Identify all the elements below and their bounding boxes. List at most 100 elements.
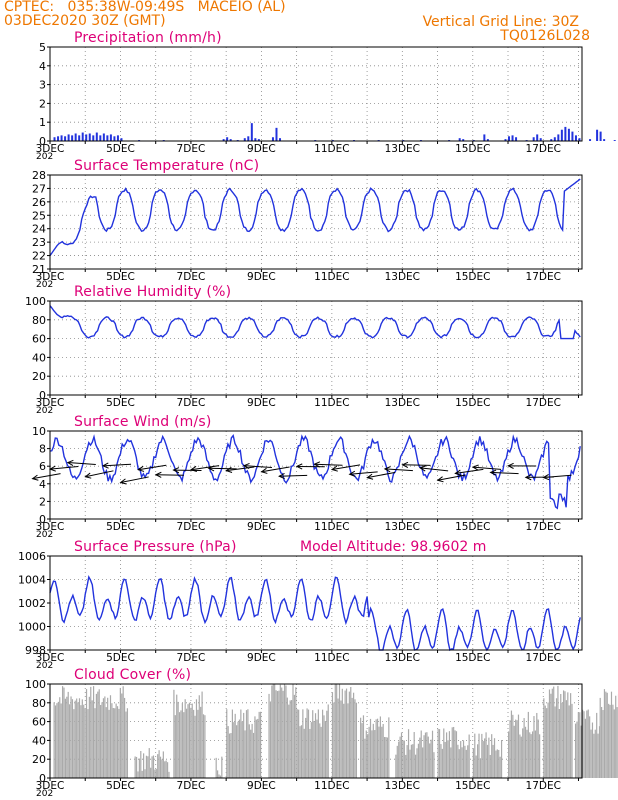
cloud-bar [594, 729, 596, 778]
precip-bar [226, 137, 229, 141]
x-tick-label: 5DEC [106, 652, 135, 664]
cloud-bar [312, 710, 314, 778]
wind-vector-head [542, 474, 550, 481]
x-tick-label: 3DEC [36, 271, 65, 283]
cloud-bar [441, 748, 443, 778]
cloud-bar [98, 689, 100, 778]
cloud-bar [399, 736, 401, 778]
cloud-bar [568, 705, 570, 778]
y-tick-label: 1002 [18, 597, 46, 610]
precip-bar [567, 128, 570, 141]
wind-vector-head [172, 467, 180, 474]
cloud-bar [285, 685, 287, 778]
cloud-bar [134, 756, 136, 778]
header-location: CPTEC: 035:38W-09:49S MACEIO (AL) [4, 0, 286, 15]
wind-vector [367, 471, 396, 479]
cloud-bar [60, 703, 62, 778]
cloud-bar [386, 737, 389, 778]
cloud-bar [314, 713, 317, 778]
cloud-bar [159, 756, 162, 778]
x-tick-label: 13DEC [385, 397, 420, 409]
cloud-bar [251, 723, 253, 778]
precip-bar [553, 137, 556, 141]
wind-vector [402, 464, 431, 466]
precip-bar [462, 139, 465, 141]
cloud-bar [74, 700, 76, 778]
cloud-bar [56, 703, 58, 778]
cloud-bar [424, 732, 427, 778]
cloud-bar [107, 697, 109, 778]
x-tick-label: 15DEC [455, 652, 490, 664]
panel-4 [31, 430, 583, 522]
cloud-bar [388, 717, 390, 778]
cloud-bar [187, 704, 189, 778]
y-tick-label: 80 [32, 314, 46, 327]
cloud-bar [591, 722, 594, 778]
cloud-bar [227, 726, 229, 778]
cloud-bar [447, 740, 449, 778]
cloud-bar [599, 697, 601, 778]
cloud-bar [305, 717, 307, 778]
wind-vector [490, 471, 519, 475]
wind-vector [50, 466, 79, 470]
wind-vector-head [436, 476, 444, 483]
panel-2 [47, 174, 583, 272]
x-tick-label: 3DEC [36, 521, 65, 533]
cloud-bar [200, 706, 202, 778]
precip-bar [64, 136, 67, 141]
cloud-bar [615, 695, 617, 778]
precip-bar [113, 136, 116, 141]
x-tick-label: 5DEC [106, 521, 135, 533]
wind-vector-head [101, 462, 109, 469]
x-tick-label: 13DEC [385, 652, 420, 664]
cloud-bar [118, 708, 120, 778]
cloud-bar [204, 715, 206, 778]
cloud-bar [416, 748, 418, 778]
cloud-bar [94, 708, 96, 778]
precip-bar [574, 135, 577, 141]
panel-6 [47, 683, 618, 781]
cloud-bar [226, 709, 228, 778]
cloud-bar [407, 729, 410, 778]
cloud-bar [460, 741, 462, 778]
y-tick-label: 27 [32, 182, 46, 195]
y-tick-label: 40 [32, 734, 46, 747]
cloud-bar [145, 755, 148, 778]
panel-5 [47, 555, 583, 653]
wind-vector [120, 476, 149, 483]
y-tick-label: 20 [32, 753, 46, 766]
series-line [49, 178, 581, 257]
panel-title: Surface Pressure (hPa) [74, 539, 237, 555]
cloud-bar [437, 728, 439, 778]
cloud-bar [430, 739, 432, 778]
cloud-bar [450, 747, 452, 778]
cloud-bar [474, 733, 476, 778]
cloud-bar [198, 695, 200, 778]
cloud-bar [381, 726, 383, 778]
cloud-bar [593, 733, 595, 778]
y-tick-label: 1 [39, 116, 46, 129]
x-year-label: 202 [36, 152, 53, 162]
cloud-bar [613, 709, 615, 778]
cloud-bar [173, 689, 175, 778]
precip-bar [483, 134, 486, 141]
cloud-bar [498, 749, 500, 778]
cloud-bar [433, 752, 435, 778]
precip-bar [81, 132, 84, 141]
cloud-bar [374, 730, 376, 778]
cloud-bar [486, 744, 489, 778]
cloud-bar [451, 727, 453, 778]
wind-vector [437, 474, 466, 481]
cloud-bar [67, 691, 69, 778]
cloud-bar [385, 737, 387, 778]
x-tick-label: 15DEC [455, 397, 490, 409]
wind-vector-head [489, 469, 497, 476]
cloud-bar [233, 722, 235, 778]
cloud-bar [197, 709, 199, 778]
cloud-bar [340, 700, 342, 778]
cloud-bar [69, 704, 71, 778]
cloud-bar [193, 709, 195, 778]
cloud-bar [244, 730, 246, 778]
cloud-bar [152, 755, 155, 778]
series-line [49, 305, 581, 340]
